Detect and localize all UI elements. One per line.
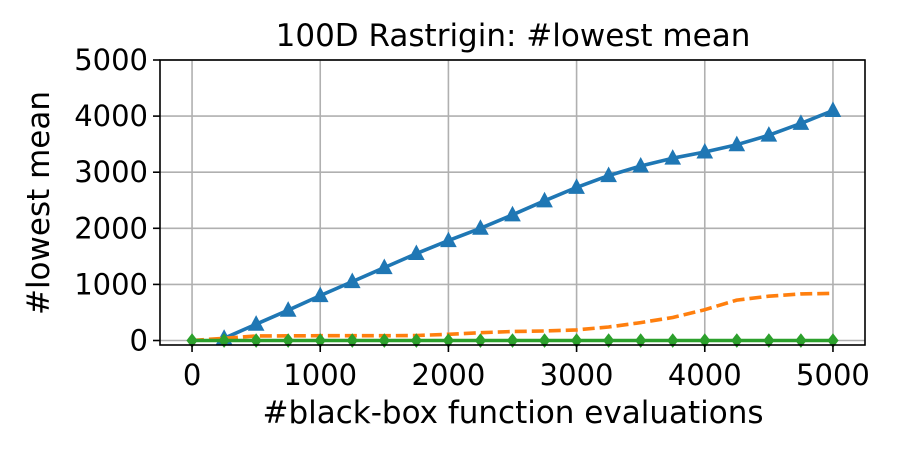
series-3-marker bbox=[218, 333, 230, 348]
series-1-marker bbox=[408, 244, 425, 261]
x-tick-label: 1000 bbox=[283, 358, 357, 392]
x-tick-label: 3000 bbox=[540, 358, 614, 392]
series-1-marker bbox=[343, 272, 361, 289]
series-1-marker bbox=[792, 114, 810, 130]
series-1-marker bbox=[664, 149, 682, 165]
y-tick-label: 0 bbox=[130, 324, 148, 358]
series-3-marker bbox=[378, 333, 390, 348]
y-tick-label: 4000 bbox=[74, 99, 148, 133]
series-3-marker bbox=[506, 333, 519, 348]
y-tick-label: 1000 bbox=[74, 267, 148, 301]
series-1-marker bbox=[472, 219, 489, 235]
series-3-marker bbox=[667, 333, 679, 348]
series-1-marker bbox=[600, 166, 617, 183]
series-3-marker bbox=[250, 333, 262, 348]
chart-title: 100D Rastrigin: #lowest mean bbox=[276, 18, 751, 54]
x-tick-label: 5000 bbox=[796, 358, 870, 392]
x-axis-label: #black-box function evaluations bbox=[262, 395, 763, 431]
series-3-marker bbox=[538, 333, 551, 348]
series-group bbox=[186, 101, 842, 348]
series-1-marker bbox=[440, 231, 457, 248]
y-tick-label: 5000 bbox=[74, 43, 148, 77]
series-1-marker bbox=[504, 205, 521, 222]
series-3-marker bbox=[282, 333, 294, 348]
y-tick-label: 3000 bbox=[74, 155, 148, 189]
series-1-marker bbox=[375, 258, 393, 275]
series-1-marker bbox=[824, 101, 842, 117]
series-1-marker bbox=[536, 191, 553, 208]
series-3-marker bbox=[410, 333, 422, 348]
y-tick-label: 2000 bbox=[74, 211, 148, 245]
x-tick-label: 0 bbox=[183, 358, 201, 392]
series-3-marker bbox=[795, 333, 807, 348]
x-axis: 0 1000 2000 3000 4000 5000 bbox=[183, 345, 870, 392]
series-3-marker bbox=[346, 333, 358, 348]
series-3-marker bbox=[763, 333, 775, 348]
series-1-marker bbox=[728, 135, 746, 152]
series-1-marker bbox=[760, 126, 778, 142]
grid bbox=[160, 59, 865, 345]
y-axis-label: #lowest mean bbox=[21, 91, 57, 315]
series-3-marker bbox=[635, 333, 647, 348]
series-1-marker bbox=[568, 178, 585, 194]
series-1-marker bbox=[696, 142, 714, 159]
series-3-marker bbox=[474, 333, 487, 348]
plot-frame bbox=[159, 59, 866, 346]
series-3-marker bbox=[731, 333, 743, 348]
y-axis: 0 1000 2000 3000 4000 5000 bbox=[74, 43, 160, 358]
series-1-marker bbox=[632, 156, 650, 173]
series-1-marker bbox=[247, 315, 265, 331]
x-tick-label: 4000 bbox=[668, 358, 742, 392]
series-1-marker bbox=[279, 301, 297, 317]
series-3-marker bbox=[603, 333, 615, 348]
series-1-marker bbox=[311, 286, 329, 303]
x-tick-label: 2000 bbox=[412, 358, 486, 392]
series-1-line bbox=[223, 108, 834, 340]
